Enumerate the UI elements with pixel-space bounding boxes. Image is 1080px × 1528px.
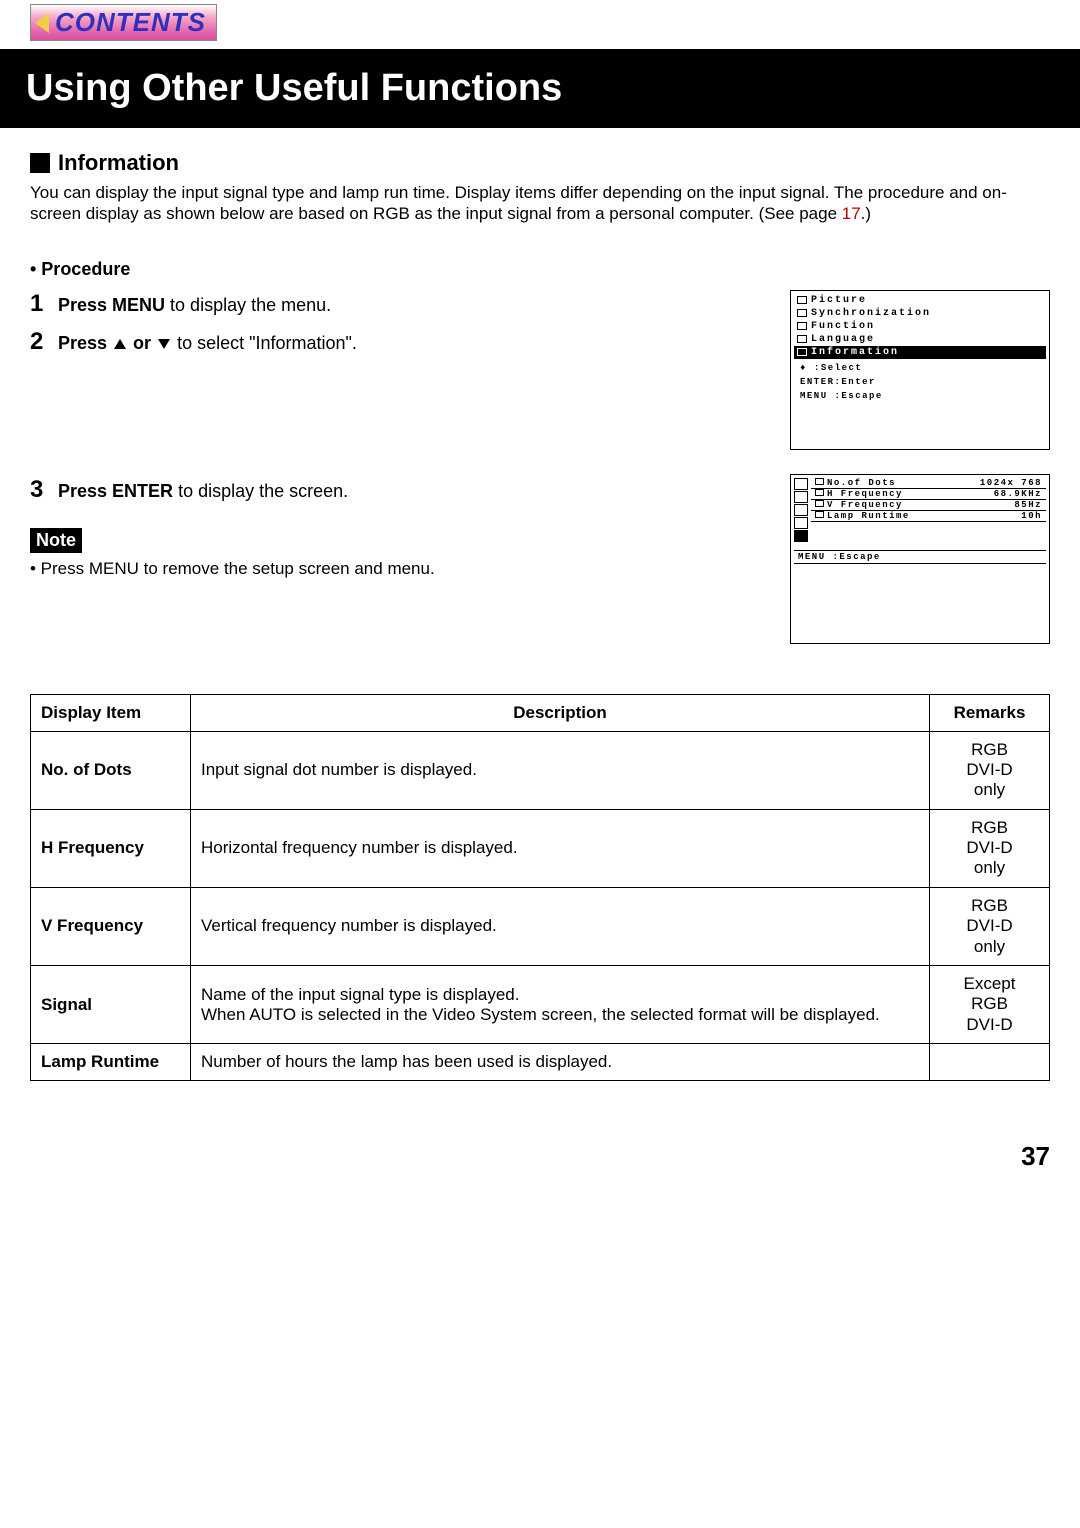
title-bar: Using Other Useful Functions: [0, 49, 1080, 128]
osd-hint: ♦:Select: [794, 363, 1046, 373]
table-row: H FrequencyHorizontal frequency number i…: [31, 809, 1050, 887]
osd-menu-screenshot: Picture Synchronization Function Language In…: [790, 290, 1050, 450]
osd-info-label: V Frequency: [815, 500, 903, 510]
triangle-down-icon: [158, 339, 170, 349]
table-row: SignalName of the input signal type is d…: [31, 966, 1050, 1044]
menu-item-icon: [797, 296, 807, 304]
menu-item-label: Language: [811, 334, 875, 345]
osd-hint: ENTER:Enter: [794, 377, 1046, 387]
info-row-icon: [815, 500, 824, 507]
menu-item-label: Information: [811, 347, 899, 358]
screens-column: Picture Synchronization Function Language In…: [790, 290, 1050, 644]
triangle-up-icon: [114, 339, 126, 349]
osd-menu-item: Language: [794, 333, 1046, 346]
note-text: • Press MENU to remove the setup screen …: [30, 559, 750, 579]
osd-hint: MENU :Escape: [794, 391, 1046, 401]
step-3: 3 Press ENTER to display the screen.: [30, 476, 750, 504]
cell-remarks: [930, 1044, 1050, 1081]
osd-info-value: 85Hz: [1014, 500, 1042, 510]
osd-menu-item: Synchronization: [794, 307, 1046, 320]
menu-item-icon: [797, 348, 807, 356]
step-rest: to display the screen.: [173, 481, 348, 501]
cell-item: Signal: [31, 966, 191, 1044]
osd-menu-item: Information: [794, 346, 1046, 359]
osd-info-label: H Frequency: [815, 489, 903, 499]
osd-info-value: 68.9KHz: [994, 489, 1042, 499]
table-row: Lamp RuntimeNumber of hours the lamp has…: [31, 1044, 1050, 1081]
osd-info-row: V Frequency 85Hz: [811, 499, 1046, 510]
cell-item: No. of Dots: [31, 731, 191, 809]
step-bold: Press MENU: [58, 295, 165, 315]
osd-info-label: Lamp Runtime: [815, 511, 910, 521]
info-table: Display Item Description Remarks No. of …: [30, 694, 1050, 1082]
page-reference[interactable]: 17: [842, 204, 861, 223]
step-rest: to display the menu.: [165, 295, 331, 315]
page-title: Using Other Useful Functions: [26, 67, 1054, 110]
step-number: 1: [30, 290, 50, 318]
menu-item-icon: [797, 322, 807, 330]
cell-remarks: RGBDVI-Donly: [930, 809, 1050, 887]
info-row-icon: [815, 511, 824, 518]
osd-menu-item: Picture: [794, 294, 1046, 307]
cell-description: Horizontal frequency number is displayed…: [191, 809, 930, 887]
osd-info-row: Lamp Runtime 10h: [811, 510, 1046, 522]
menu-item-label: Function: [811, 321, 875, 332]
step-bold: Press ENTER: [58, 481, 173, 501]
osd-info-label: No.of Dots: [815, 478, 896, 488]
col-display-item: Display Item: [31, 694, 191, 731]
table-header-row: Display Item Description Remarks: [31, 694, 1050, 731]
cell-description: Number of hours the lamp has been used i…: [191, 1044, 930, 1081]
section-title: Information: [58, 150, 179, 176]
step-bold: Press: [58, 333, 112, 353]
osd-side-icons: [794, 478, 808, 542]
osd-menu-item: Function: [794, 320, 1046, 333]
cell-description: Vertical frequency number is displayed.: [191, 887, 930, 965]
osd-escape-hint: MENU :Escape: [794, 550, 1046, 564]
procedure-heading: • Procedure: [30, 259, 1050, 280]
table-row: No. of DotsInput signal dot number is di…: [31, 731, 1050, 809]
menu-item-label: Synchronization: [811, 308, 931, 319]
osd-info-value: 1024x 768: [980, 478, 1042, 488]
contents-label: CONTENTS: [55, 7, 206, 38]
page-number: 37: [30, 1141, 1050, 1172]
step-2: 2 Press or to select "Information".: [30, 328, 750, 356]
step-number: 3: [30, 476, 50, 504]
cell-remarks: ExceptRGBDVI-D: [930, 966, 1050, 1044]
osd-info-value: 10h: [1021, 511, 1042, 521]
note-label: Note: [30, 528, 82, 553]
section-header: Information: [30, 150, 1050, 176]
step-bold: or: [128, 333, 156, 353]
col-remarks: Remarks: [930, 694, 1050, 731]
menu-item-label: Picture: [811, 295, 867, 306]
cell-description: Name of the input signal type is display…: [191, 966, 930, 1044]
intro-tail: .): [861, 204, 871, 223]
cell-description: Input signal dot number is displayed.: [191, 731, 930, 809]
step-number: 2: [30, 328, 50, 356]
menu-item-icon: [797, 309, 807, 317]
cell-item: H Frequency: [31, 809, 191, 887]
intro-text: You can display the input signal type an…: [30, 182, 1050, 225]
info-row-icon: [815, 489, 824, 496]
osd-info-row: H Frequency 68.9KHz: [811, 488, 1046, 499]
cell-item: V Frequency: [31, 887, 191, 965]
steps-column: 1 Press MENU to display the menu. 2 Pres…: [30, 290, 750, 644]
cell-remarks: RGBDVI-Donly: [930, 731, 1050, 809]
back-arrow-icon: [35, 13, 49, 33]
menu-item-icon: [797, 335, 807, 343]
step-1: 1 Press MENU to display the menu.: [30, 290, 750, 318]
contents-badge[interactable]: CONTENTS: [30, 4, 217, 41]
step-rest: to select "Information".: [172, 333, 357, 353]
osd-info-screenshot: No.of Dots1024x 768H Frequency68.9KHzV F…: [790, 474, 1050, 644]
table-row: V FrequencyVertical frequency number is …: [31, 887, 1050, 965]
cell-remarks: RGBDVI-Donly: [930, 887, 1050, 965]
osd-info-row: No.of Dots 1024x 768: [811, 478, 1046, 488]
info-row-icon: [815, 478, 824, 485]
col-description: Description: [191, 694, 930, 731]
cell-item: Lamp Runtime: [31, 1044, 191, 1081]
section-bullet-icon: [30, 153, 50, 173]
